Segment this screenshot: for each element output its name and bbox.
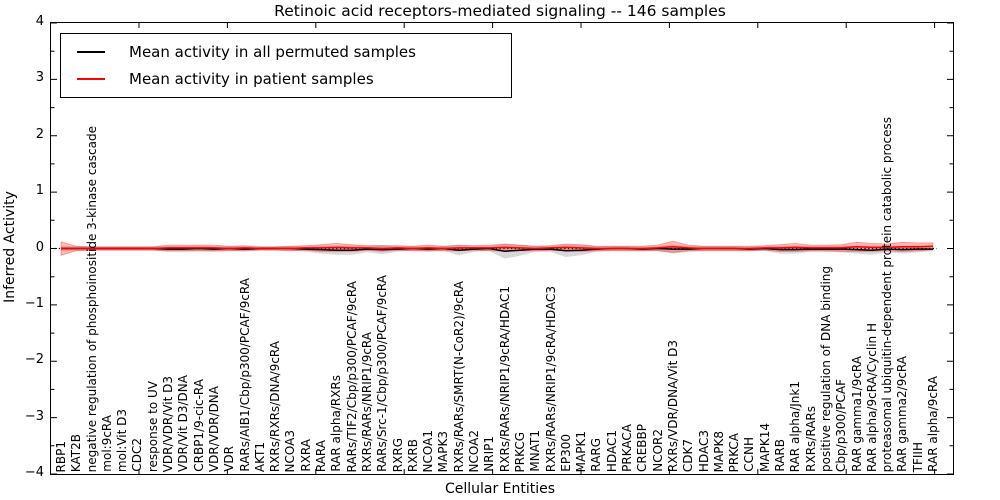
x-tick-label: HDAC3 <box>696 429 711 472</box>
x-tick-label: CRBP1/9-cic-RA <box>191 379 206 472</box>
x-tick-label: RXRs/RXRs/DNA/9cRA <box>268 340 283 472</box>
x-tick-label: Cbp/p300/PCAF <box>834 379 849 472</box>
y-tick-label: −4 <box>24 465 44 480</box>
x-tick-label: EP300 <box>558 434 573 472</box>
x-tick-label: CDK7 <box>681 438 696 472</box>
axis-ticks <box>51 23 953 474</box>
y-tick-label: −3 <box>24 408 44 424</box>
legend-label: Mean activity in all permuted samples <box>129 43 416 61</box>
x-tick-label: RXRs/RARs/NRIP1/9cRA <box>359 332 374 472</box>
chart-canvas <box>51 23 953 474</box>
x-tick-label: KAT2B <box>69 433 84 472</box>
x-tick-label: TFIIH <box>910 441 925 472</box>
y-tick-label: 1 <box>35 183 44 199</box>
x-tick-label: RAR alpha/9cRA/Cyclin H <box>864 322 879 472</box>
x-tick-label: CDC2 <box>130 438 145 472</box>
x-tick-label: PRKCA <box>727 432 742 472</box>
legend-item: Mean activity in patient samples <box>77 70 511 88</box>
x-tick-label: RARs/TIF2/Cbp/p300/PCAF/9cRA <box>344 280 359 472</box>
permuted-mean-line <box>61 247 933 253</box>
y-tick-label: 3 <box>35 70 44 86</box>
x-tick-label: NCOA2 <box>467 429 482 472</box>
x-tick-label: NCOA1 <box>421 429 436 472</box>
y-tick-label: 2 <box>35 126 44 142</box>
x-axis-label: Cellular Entities <box>444 481 556 497</box>
x-tick-label: VDR/Vit D3/DNA <box>176 375 191 472</box>
x-tick-label: MAPK14 <box>757 423 772 472</box>
x-tick-label: VDR/VDR/DNA <box>206 385 221 472</box>
x-tick-label: RXRs/VDR/DNA/Vit D3 <box>665 339 680 472</box>
x-tick-label: RAR alpha/9cRA <box>926 376 940 472</box>
x-tick-label: NCOR2 <box>650 429 665 472</box>
x-tick-label: mol:Vit D3 <box>115 408 130 472</box>
x-tick-label: RARG <box>589 438 604 472</box>
legend-item: Mean activity in all permuted samples <box>77 43 511 61</box>
x-tick-label: RAR gamma2/9cRA <box>895 356 910 472</box>
legend-label: Mean activity in patient samples <box>129 70 374 88</box>
x-tick-label: RXRs/RARs <box>803 406 818 472</box>
y-tick-label: −1 <box>24 295 44 311</box>
y-tick-label: 0 <box>35 239 44 255</box>
x-tick-label: NCOA3 <box>283 429 298 472</box>
x-tick-label: RAR alpha/Jnk1 <box>788 380 803 472</box>
x-tick-label: CCNH <box>742 437 757 472</box>
x-tick-label: NRIP1 <box>482 436 497 472</box>
x-tick-label: MAPK3 <box>436 430 451 472</box>
x-tick-label: RARs/AIB1/Cbp/p300/PCAF/9cRA <box>237 278 252 472</box>
x-tick-label: RBP1 <box>54 440 68 472</box>
x-tick-label: AKT1 <box>252 441 267 472</box>
x-tick-label: MNAT1 <box>528 430 543 472</box>
x-tick-label: positive regulation of DNA binding <box>818 266 833 472</box>
chart-title: Retinoic acid receptors-mediated signali… <box>274 2 726 20</box>
x-tick-label: RXRG <box>390 437 405 472</box>
x-tick-label: RXRs/RARs/NRIP1/9cRA/HDAC3 <box>543 285 558 472</box>
x-tick-label: MAPK1 <box>574 430 589 472</box>
x-tick-label: RXRA <box>298 439 313 472</box>
x-tick-label: response to UV <box>145 380 160 472</box>
x-tick-label: RAR gamma1/9cRA <box>849 356 864 472</box>
x-tick-label: VDR/VDR/Vit D3 <box>161 375 176 472</box>
patient-mean-line <box>61 245 934 250</box>
x-tick-label: proteasomal ubiquitin-dependent protein … <box>880 116 895 472</box>
x-tick-label: MAPK8 <box>711 430 726 472</box>
x-tick-label: HDAC1 <box>604 429 619 472</box>
y-tick-label: 4 <box>35 14 44 29</box>
x-tick-label: VDR <box>222 446 237 472</box>
x-tick-label: CREBBP <box>635 424 650 472</box>
x-tick-label: PRKACA <box>620 424 635 472</box>
legend-line-sample-patient <box>77 78 105 80</box>
legend-line-sample-permuted <box>77 51 105 53</box>
x-tick-label: negative regulation of phosphoinositide … <box>84 125 99 472</box>
x-tick-label: PRKCG <box>512 431 527 472</box>
plot-area: RBP1 KAT2B negative regulation of phosphoi… <box>50 22 954 475</box>
x-tick-label: RAR alpha/RXRs <box>329 375 344 472</box>
x-tick-label: RXRs/RARs/SMRT(N-CoR2)/9cRA <box>451 280 466 472</box>
x-tick-label: mol:9cRA <box>99 415 114 472</box>
x-tick-label: RXRs/RARs/NRIP1/9cRA/HDAC1 <box>497 285 512 472</box>
y-tick-label: −2 <box>24 352 44 368</box>
x-tick-label: RARA <box>314 439 329 472</box>
x-tick-label: RARB <box>773 439 788 472</box>
x-tick-label: RARs/Src-1/Cbp/p300/PCAF/9cRA <box>375 275 390 472</box>
legend: Mean activity in all permuted samples Me… <box>60 33 512 98</box>
x-tick-label: RXRB <box>405 438 420 472</box>
permuted-band <box>61 244 933 259</box>
